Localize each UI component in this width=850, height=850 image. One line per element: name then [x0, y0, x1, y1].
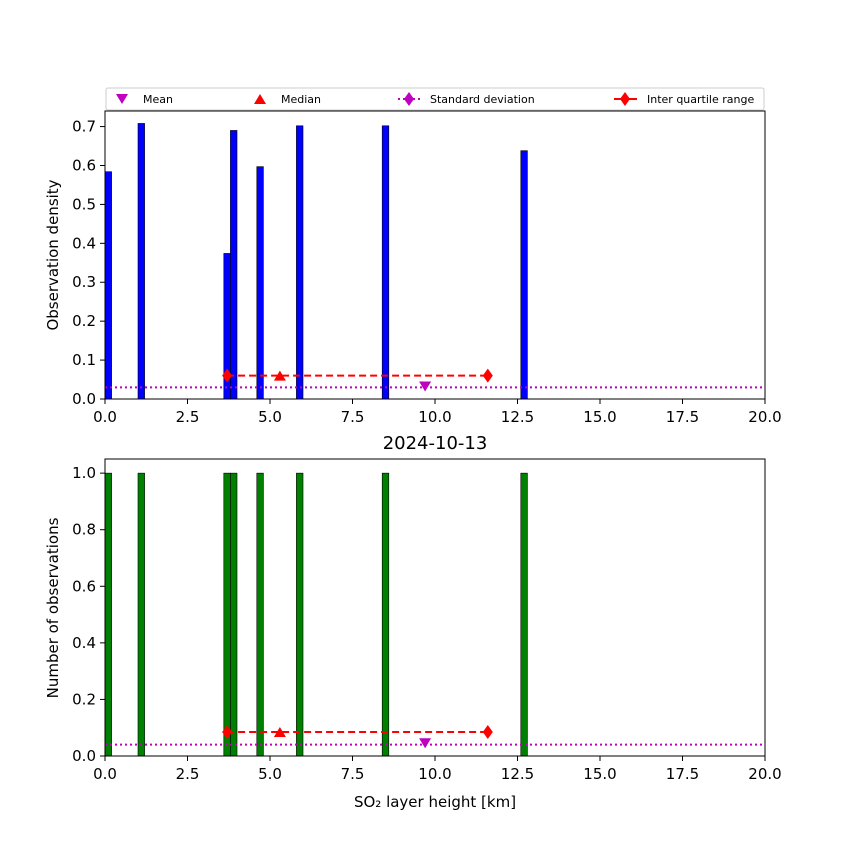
bottom-bar-6	[381, 472, 390, 757]
median-marker-icon	[254, 94, 266, 104]
top-ytick-label-3: 0.3	[72, 273, 96, 291]
bottom-xtick-label-4: 10.0	[418, 765, 451, 783]
top-xtick-label-7: 17.5	[666, 408, 699, 426]
top-y-ticks: 0.0 0.1 0.2 0.3 0.4 0.5 0.6 0.7	[72, 118, 105, 408]
bottom-stats	[105, 724, 765, 749]
top-y-axis-label: Observation density	[44, 179, 62, 330]
top-median-marker	[273, 370, 286, 381]
bottom-bar-0	[104, 472, 112, 757]
bottom-ytick-label-2: 0.4	[72, 634, 96, 652]
bottom-xtick-label-5: 12.5	[501, 765, 534, 783]
iqr-diamond-icon	[620, 92, 630, 106]
bottom-xtick-label-0: 0.0	[93, 765, 117, 783]
legend-label-std: Standard deviation	[430, 93, 535, 106]
bottom-y-axis-label: Number of observations	[44, 517, 62, 698]
bottom-ytick-label-3: 0.6	[72, 577, 96, 595]
bottom-bar-7	[520, 472, 528, 757]
mean-marker-icon	[116, 94, 128, 104]
legend: Mean Median Standard deviation Inter qua…	[105, 87, 765, 111]
bottom-xtick-label-1: 2.5	[176, 765, 200, 783]
top-xtick-label-3: 7.5	[341, 408, 365, 426]
bottom-bar-5	[296, 472, 304, 757]
bottom-chart-title: 2024-10-13	[383, 433, 488, 454]
top-xtick-label-0: 0.0	[93, 408, 117, 426]
top-xtick-label-1: 2.5	[176, 408, 200, 426]
bottom-bar-2	[223, 472, 231, 757]
std-diamond-icon	[404, 92, 414, 106]
top-stats	[105, 368, 765, 392]
bottom-ytick-label-1: 0.2	[72, 690, 96, 708]
top-xtick-label-6: 15.0	[583, 408, 616, 426]
top-xtick-label-4: 10.0	[418, 408, 451, 426]
bottom-ytick-label-4: 0.8	[72, 521, 96, 539]
top-bar-7	[520, 150, 528, 400]
top-ytick-label-7: 0.7	[72, 118, 96, 136]
bottom-xtick-label-7: 17.5	[666, 765, 699, 783]
top-bar-1	[137, 123, 145, 400]
top-ytick-label-0: 0.0	[72, 390, 96, 408]
top-axes-frame	[104, 110, 766, 400]
bottom-mean-marker	[419, 738, 432, 749]
legend-label-mean: Mean	[143, 93, 173, 106]
bottom-axes-frame	[104, 458, 766, 757]
legend-label-iqr: Inter quartile range	[647, 93, 754, 106]
bottom-xtick-label-2: 5.0	[258, 765, 282, 783]
bottom-iqr-marker-1	[482, 724, 493, 739]
legend-entry-mean: Mean	[116, 93, 173, 106]
bottom-xtick-label-8: 20.0	[748, 765, 781, 783]
legend-entry-std: Standard deviation	[398, 92, 535, 106]
bottom-xtick-label-3: 7.5	[341, 765, 365, 783]
bottom-iqr-marker-0	[222, 724, 233, 739]
top-ytick-label-2: 0.2	[72, 312, 96, 330]
top-ytick-label-6: 0.6	[72, 156, 96, 174]
legend-entry-median: Median	[254, 93, 321, 106]
bottom-xtick-label-6: 15.0	[583, 765, 616, 783]
top-bar-5	[296, 125, 304, 400]
top-xtick-label-8: 20.0	[748, 408, 781, 426]
top-ytick-label-4: 0.4	[72, 234, 96, 252]
top-ytick-label-1: 0.1	[72, 351, 96, 369]
top-mean-marker	[419, 381, 432, 392]
top-iqr-marker-1	[482, 368, 493, 383]
bottom-bar-4	[256, 472, 264, 757]
top-bar-3	[230, 130, 238, 400]
legend-label-median: Median	[281, 93, 321, 106]
top-bar-6	[381, 125, 390, 400]
top-bar-4	[256, 166, 264, 400]
top-xtick-label-5: 12.5	[501, 408, 534, 426]
bottom-x-axis-label: SO₂ layer height [km]	[354, 793, 516, 811]
top-xtick-label-2: 5.0	[258, 408, 282, 426]
top-panel: 0.0 2.5 5.0 7.5 10.0 12.5 15.0 17.5 20.0 0.00.10…	[44, 110, 782, 426]
bottom-y-ticks: 0.0 0.2 0.4 0.6 0.8 1.0	[72, 464, 105, 765]
top-ytick-label-5: 0.5	[72, 195, 96, 213]
legend-box	[105, 87, 765, 111]
bottom-bar-1	[137, 472, 145, 757]
top-bars	[104, 123, 528, 400]
top-iqr-marker-0	[222, 368, 233, 383]
bottom-median-marker	[273, 726, 286, 737]
top-x-ticks: 0.0 2.5 5.0 7.5 10.0 12.5 15.0 17.5 20.0	[93, 399, 782, 426]
bottom-ytick-label-5: 1.0	[72, 464, 96, 482]
bottom-bars	[104, 472, 528, 757]
bottom-panel: 2024-10-13 0.0 2.5 5.0 7.5 10.0 12.5 15.0 17.5 2…	[44, 433, 782, 811]
top-bar-0	[104, 171, 112, 400]
bottom-bar-3	[230, 472, 238, 757]
bottom-ytick-label-0: 0.0	[72, 747, 96, 765]
legend-entry-iqr: Inter quartile range	[614, 92, 754, 106]
bottom-x-ticks: 0.0 2.5 5.0 7.5 10.0 12.5 15.0 17.5 20.0	[93, 756, 782, 783]
